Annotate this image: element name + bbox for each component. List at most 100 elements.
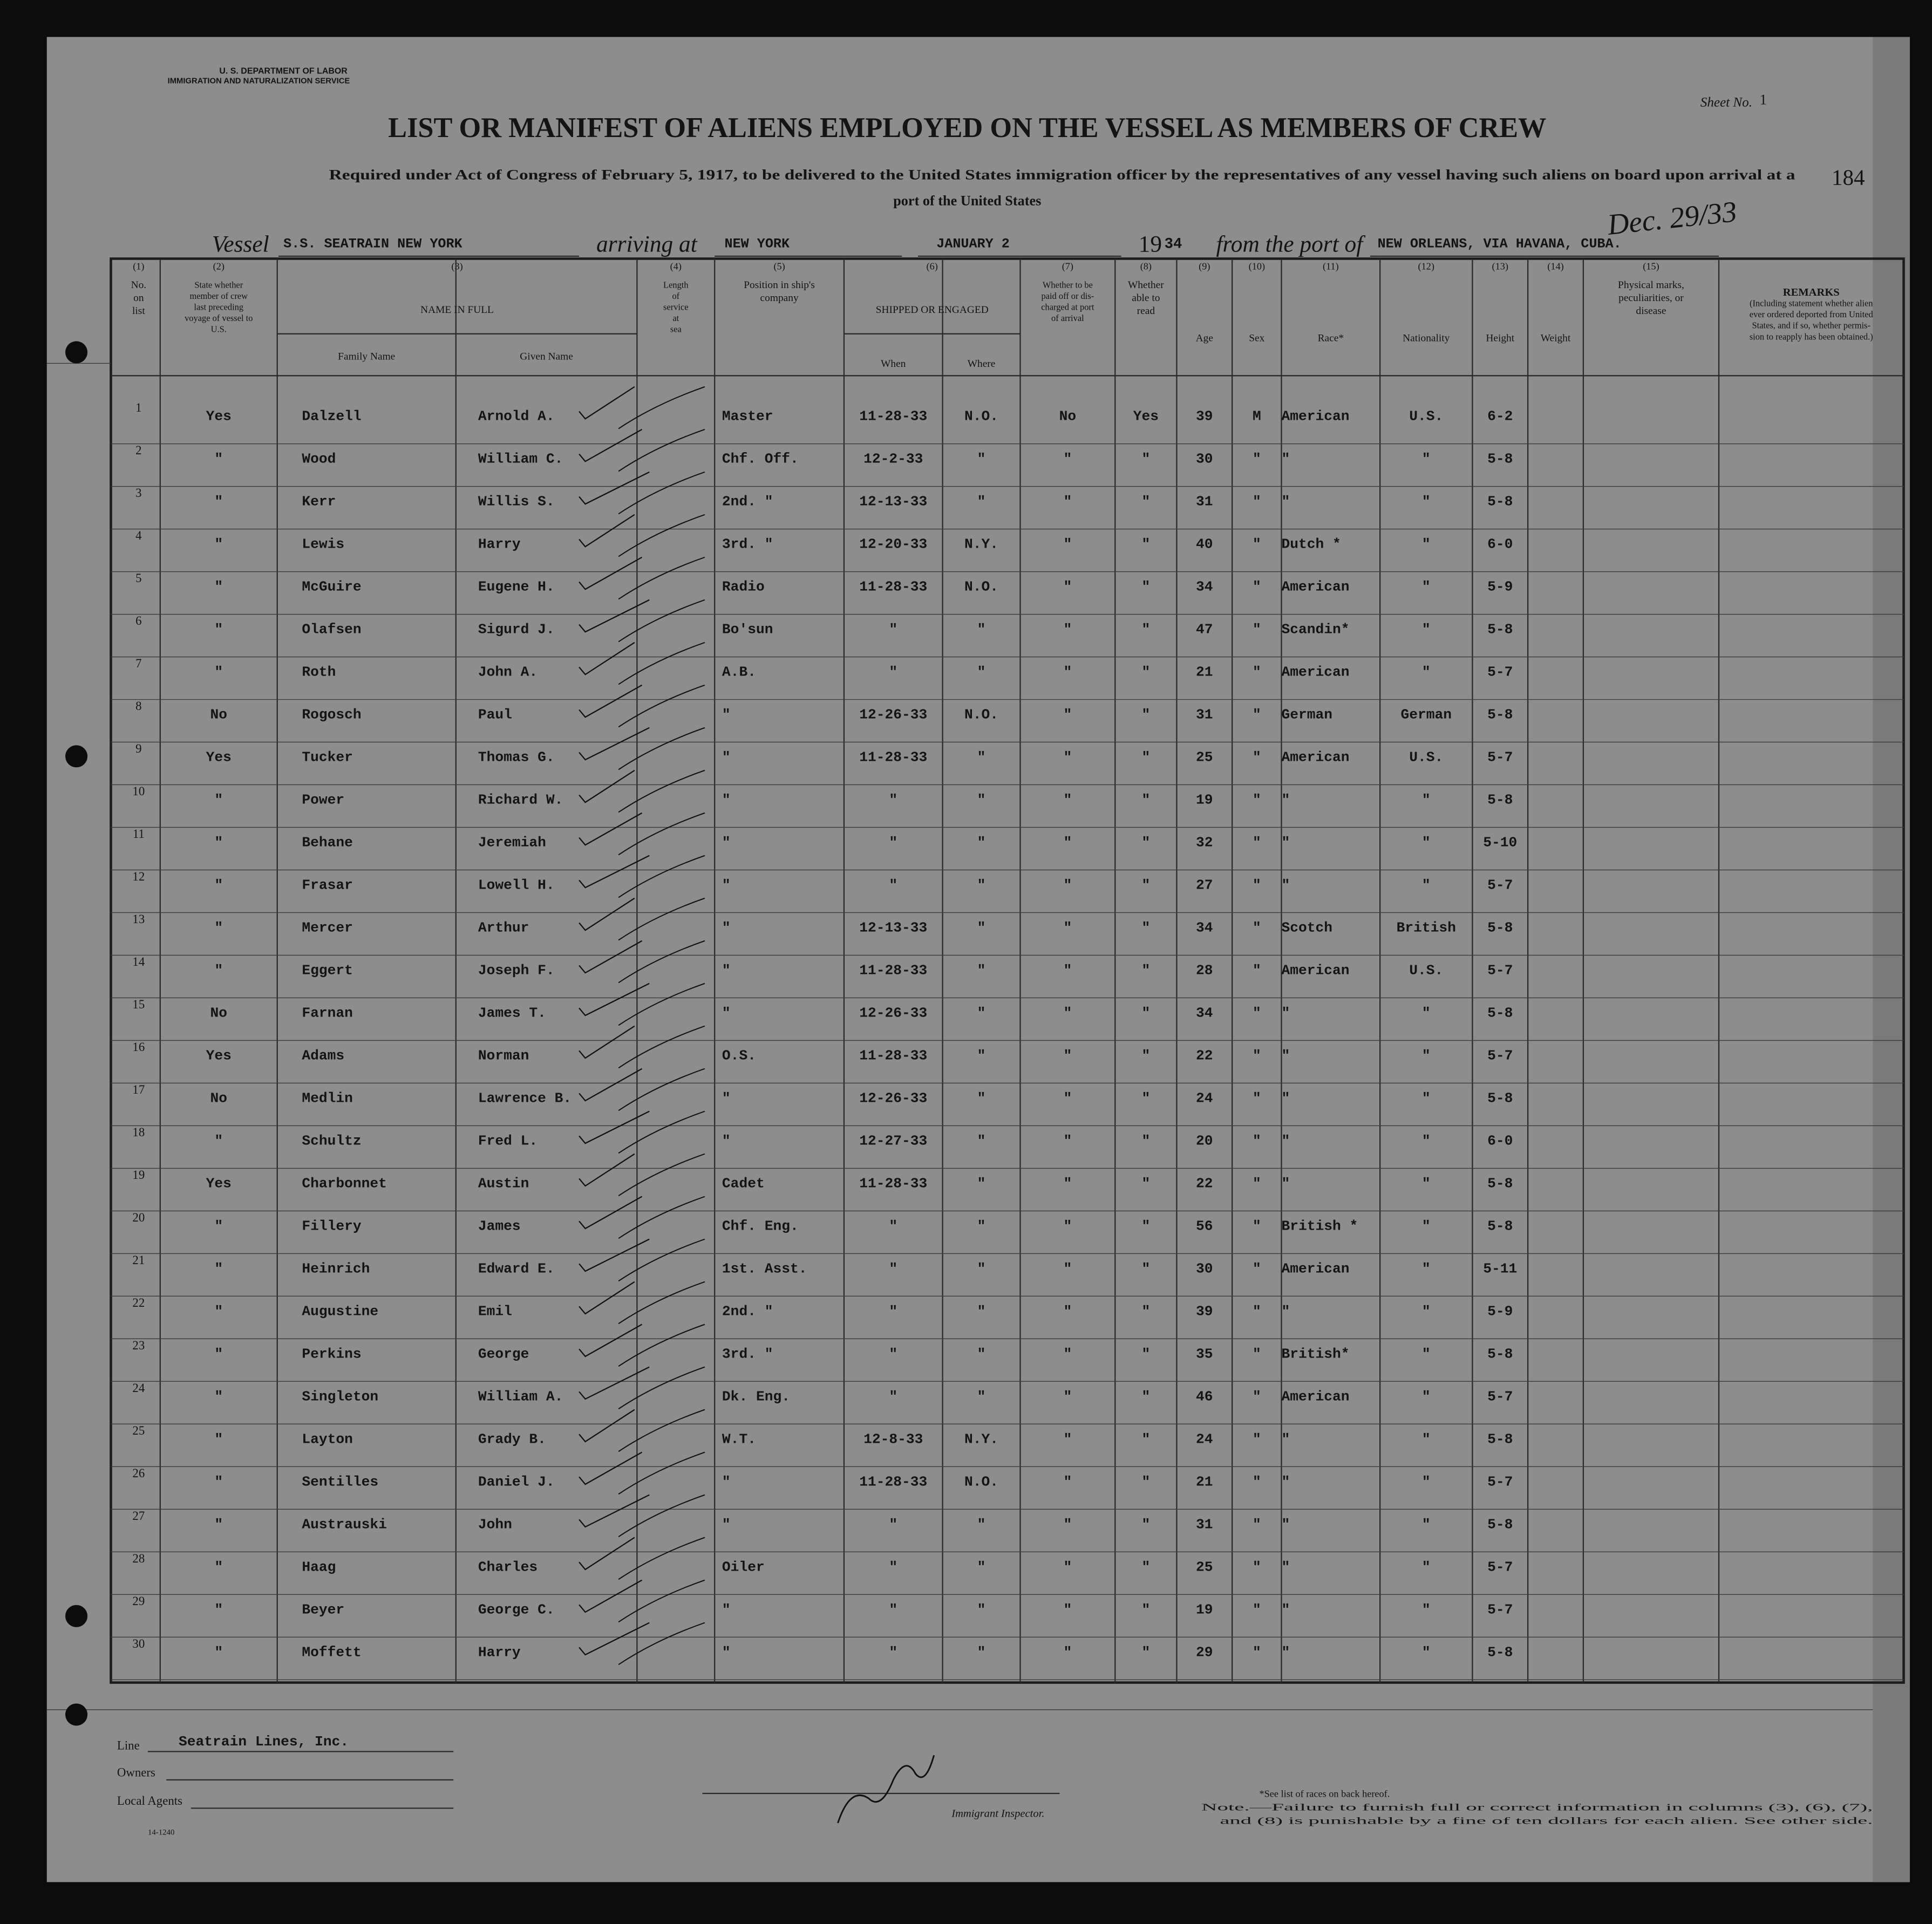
cell: Lewis: [302, 536, 344, 552]
cell: A.B.: [722, 664, 756, 680]
cell: ": [722, 877, 731, 893]
year: 34: [1165, 236, 1182, 253]
check-mark: [579, 1494, 650, 1528]
check-mark: [618, 1579, 705, 1623]
cell: 5-10: [1483, 834, 1517, 850]
column-number: (9): [1199, 261, 1210, 272]
cell: ": [977, 919, 986, 936]
column-sub-label: Where: [968, 358, 996, 370]
cell: American: [1281, 749, 1349, 766]
cell: ": [1063, 707, 1072, 723]
column-number: (10): [1249, 261, 1265, 272]
cell: ": [1281, 1005, 1290, 1021]
cell: No: [210, 1005, 228, 1021]
cell: 19: [1196, 1601, 1213, 1618]
cell: ": [1281, 1644, 1290, 1660]
row-number: 5: [135, 571, 141, 585]
cell: ": [1253, 1559, 1261, 1575]
cell: ": [722, 1473, 731, 1490]
cell: Fred L.: [478, 1132, 538, 1149]
cell: Tucker: [302, 749, 353, 766]
cell: ": [1141, 622, 1150, 638]
cell: ": [1281, 1132, 1290, 1149]
column-label: SHIPPED OR ENGAGED: [876, 304, 989, 316]
agents-label: Local Agents: [117, 1794, 182, 1807]
cell: American: [1281, 962, 1349, 978]
cell: ": [1281, 451, 1290, 467]
cell: British: [1397, 919, 1456, 936]
cell: McGuire: [302, 579, 361, 595]
cell: 34: [1196, 919, 1213, 936]
cell: Heinrich: [302, 1260, 370, 1277]
cell: ": [977, 1303, 986, 1319]
cell: Master: [722, 408, 773, 425]
column-label: sea: [670, 324, 682, 335]
cell: ": [1063, 1303, 1072, 1319]
cell: Arnold A.: [478, 408, 555, 425]
row-number: 22: [132, 1296, 145, 1309]
cell: Grady B.: [478, 1431, 546, 1447]
cell: Power: [302, 792, 344, 808]
check-mark: [618, 428, 705, 472]
cell: ": [1253, 1260, 1261, 1277]
cell: 28: [1196, 962, 1213, 978]
column-number: (15): [1643, 261, 1659, 272]
cell: ": [1141, 834, 1150, 850]
cell: 5-7: [1487, 1601, 1513, 1618]
row-number: 28: [132, 1552, 145, 1565]
cell: Yes: [1133, 408, 1159, 425]
cell: ": [1422, 1644, 1431, 1660]
row-number: 9: [135, 742, 141, 755]
cell: ": [1063, 494, 1072, 510]
check-mark: [618, 471, 705, 515]
column-label: NAME IN FULL: [420, 304, 494, 316]
cell: ": [214, 1516, 223, 1532]
cell: Dk. Eng.: [722, 1388, 790, 1404]
cell: ": [1141, 536, 1150, 552]
cell: 3rd. ": [722, 536, 773, 552]
check-mark: [579, 1409, 635, 1443]
cell: ": [214, 1346, 223, 1362]
cell: 12-8-33: [863, 1431, 923, 1447]
check-mark: [618, 1196, 705, 1239]
signature: [837, 1755, 935, 1824]
cell: ": [1281, 1559, 1290, 1575]
check-mark: [579, 769, 635, 803]
check-mark: [618, 1451, 705, 1495]
cell: ": [1253, 1090, 1261, 1106]
cell: ": [889, 1260, 897, 1277]
cell: ": [1253, 792, 1261, 808]
cell: ": [1253, 1218, 1261, 1234]
cell: ": [1063, 664, 1072, 680]
cell: George: [478, 1346, 529, 1362]
cell: ": [977, 1346, 986, 1362]
cell: ": [1063, 1346, 1072, 1362]
cell: 1st. Asst.: [722, 1260, 807, 1277]
cell: Yes: [206, 408, 232, 425]
cell: ": [214, 664, 223, 680]
cell: ": [1422, 536, 1431, 552]
cell: N.O.: [964, 1473, 998, 1490]
cell: Harry: [478, 1644, 521, 1660]
column-label: Whether to be: [1043, 279, 1093, 290]
cell: ": [214, 962, 223, 978]
cell: ": [1422, 1388, 1431, 1404]
cell: ": [1063, 1601, 1072, 1618]
cell: ": [214, 919, 223, 936]
cell: ": [1281, 1601, 1290, 1618]
cell: Paul: [478, 707, 512, 723]
cell: ": [1141, 749, 1150, 766]
check-mark: [579, 1068, 643, 1102]
cell: N.Y.: [964, 1431, 998, 1447]
row-number: 1: [135, 401, 141, 414]
cell: ": [889, 1218, 897, 1234]
cell: ": [1253, 1005, 1261, 1021]
column-label: peculiarities, or: [1618, 292, 1684, 304]
cell: Austrauski: [302, 1516, 387, 1532]
cell: ": [977, 1644, 986, 1660]
cell: Moffett: [302, 1644, 361, 1660]
cell: ": [1141, 1218, 1150, 1234]
cell: ": [1141, 494, 1150, 510]
cell: ": [1253, 707, 1261, 723]
check-mark: [618, 1366, 705, 1410]
